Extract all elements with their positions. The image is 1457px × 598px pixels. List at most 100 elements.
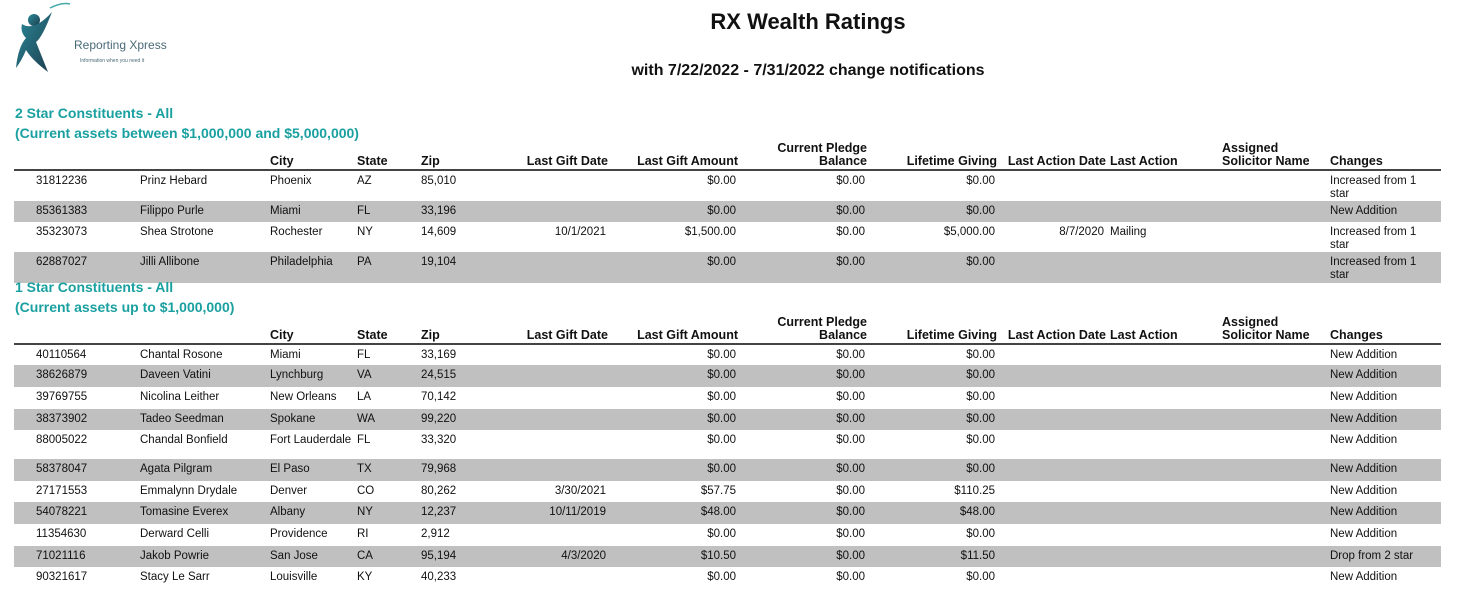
cell-last-action xyxy=(1110,430,1222,459)
cell-last-gift-date: 4/3/2020 xyxy=(500,546,612,567)
cell-id: 38626879 xyxy=(14,365,140,387)
cell-city: Albany xyxy=(270,502,357,524)
cell-zip: 85,010 xyxy=(421,175,457,187)
cell-zip: 19,104 xyxy=(421,252,500,283)
cell-state: CA xyxy=(357,546,421,567)
cell-state: VA xyxy=(357,365,421,387)
column-header-solicitor: Assigned Solicitor Name xyxy=(1222,142,1330,171)
column-header-city: City xyxy=(270,316,357,345)
column-header-last-gift-date: Last Gift Date xyxy=(500,142,612,171)
cell-pledge-balance: $0.00 xyxy=(836,391,865,403)
cell-changes: New Addition xyxy=(1330,201,1441,222)
cell-id: 11354630 xyxy=(36,528,87,540)
cell-last-gift-date: 10/1/2021 xyxy=(554,226,606,238)
cell-last-action-date xyxy=(1001,546,1110,567)
cell-last-gift-amount: $0.00 xyxy=(707,175,736,187)
logo-figure-icon xyxy=(16,2,71,72)
cell-zip: 99,220 xyxy=(421,409,500,430)
cell-state: NY xyxy=(357,502,421,524)
cell-state: FL xyxy=(357,434,371,446)
cell-pledge-balance: $0.00 xyxy=(836,226,865,238)
cell-name: Prinz Hebard xyxy=(140,175,208,187)
cell-id: 71021116 xyxy=(14,546,140,567)
cell-changes: New Addition xyxy=(1330,365,1441,387)
cell-city: Phoenix xyxy=(270,175,312,187)
cell-id: 27171553 xyxy=(36,485,88,497)
cell-zip: 95,194 xyxy=(421,546,500,567)
cell-last-gift-amount: $0.00 xyxy=(707,349,736,361)
cell-changes: New Addition xyxy=(1330,459,1441,481)
cell-lifetime-giving: $0.00 xyxy=(871,365,1001,387)
cell-lifetime-giving: $5,000.00 xyxy=(943,226,995,238)
cell-pledge-balance: $0.00 xyxy=(742,365,871,387)
cell-name: Agata Pilgram xyxy=(140,459,270,481)
cell-id: 62887027 xyxy=(14,252,140,283)
column-header-pledge-balance: Current Pledge Balance xyxy=(742,142,871,171)
cell-name: Derward Celli xyxy=(140,528,210,540)
cell-last-gift-date xyxy=(500,170,612,201)
cell-last-action-date xyxy=(1001,170,1110,201)
cell-pledge-balance: $0.00 xyxy=(742,252,871,283)
cell-last-action xyxy=(1110,481,1222,502)
table-row: 27171553 Emmalynn Drydale Denver CO 80,262 3/… xyxy=(14,481,1441,502)
cell-zip: 24,515 xyxy=(421,365,500,387)
cell-id: 31812236 xyxy=(36,175,88,187)
cell-lifetime-giving: $0.00 xyxy=(871,459,1001,481)
cell-id: 35323073 xyxy=(36,226,88,238)
table-row: 11354630 Derward Celli Providence RI 2,912 $0… xyxy=(14,524,1441,546)
cell-zip: 33,196 xyxy=(421,201,500,222)
cell-zip: 40,233 xyxy=(421,571,457,583)
cell-city: Miami xyxy=(270,349,301,361)
column-header-changes: Changes xyxy=(1330,316,1441,345)
cell-state: PA xyxy=(357,252,421,283)
cell-id: 54078221 xyxy=(14,502,140,524)
cell-pledge-balance: $0.00 xyxy=(742,502,871,524)
column-header-last-gift-amount: Last Gift Amount xyxy=(612,316,742,345)
column-header-last-action: Last Action xyxy=(1110,142,1222,171)
cell-last-action xyxy=(1110,387,1222,409)
cell-last-action xyxy=(1110,502,1222,524)
column-header-zip: Zip xyxy=(421,316,500,345)
cell-pledge-balance: $0.00 xyxy=(742,546,871,567)
cell-solicitor xyxy=(1222,481,1330,502)
cell-last-gift-amount: $48.00 xyxy=(612,502,742,524)
cell-changes: New Addition xyxy=(1330,434,1398,446)
cell-pledge-balance: $0.00 xyxy=(836,528,865,540)
cell-solicitor xyxy=(1222,252,1330,283)
cell-city: Providence xyxy=(270,528,328,540)
cell-last-action xyxy=(1110,524,1222,546)
column-header-lifetime-giving: Lifetime Giving xyxy=(871,316,1001,345)
cell-lifetime-giving: $0.00 xyxy=(966,349,995,361)
cell-lifetime-giving: $0.00 xyxy=(871,409,1001,430)
cell-pledge-balance: $0.00 xyxy=(742,459,871,481)
cell-last-action-date xyxy=(1001,567,1110,589)
cell-last-action-date xyxy=(1001,524,1110,546)
cell-last-action xyxy=(1110,201,1222,222)
cell-id: 40110564 xyxy=(36,349,87,361)
cell-name: Jilli Allibone xyxy=(140,252,270,283)
cell-last-gift-amount: $0.00 xyxy=(612,365,742,387)
cell-name: Chantal Rosone xyxy=(140,349,223,361)
table-row: 31812236 Prinz Hebard Phoenix AZ 85,010 $0.00… xyxy=(14,170,1441,201)
logo-tagline: Information when you need it xyxy=(80,58,145,64)
cell-changes: New Addition xyxy=(1330,485,1398,497)
cell-name: Nicolina Leither xyxy=(140,391,220,403)
cell-lifetime-giving: $0.00 xyxy=(871,201,1001,222)
cell-solicitor xyxy=(1222,387,1330,409)
cell-last-gift-amount: $0.00 xyxy=(612,201,742,222)
cell-lifetime-giving: $11.50 xyxy=(871,546,1001,567)
column-header-last-action-date: Last Action Date xyxy=(1001,316,1110,345)
cell-last-gift-amount: $0.00 xyxy=(707,391,736,403)
cell-name: Tadeo Seedman xyxy=(140,409,270,430)
cell-zip: 2,912 xyxy=(421,528,450,540)
cell-name: Jakob Powrie xyxy=(140,546,270,567)
column-header-id xyxy=(14,142,140,171)
cell-changes: New Addition xyxy=(1330,528,1398,540)
table-row: 71021116 Jakob Powrie San Jose CA 95,194 4/3/… xyxy=(14,546,1441,567)
cell-city: Miami xyxy=(270,201,357,222)
column-header-state: State xyxy=(357,142,421,171)
cell-lifetime-giving: $110.25 xyxy=(954,485,995,497)
cell-city: Fort Lauderdale xyxy=(270,434,352,446)
cell-city: El Paso xyxy=(270,459,357,481)
cell-state: LA xyxy=(357,391,372,403)
